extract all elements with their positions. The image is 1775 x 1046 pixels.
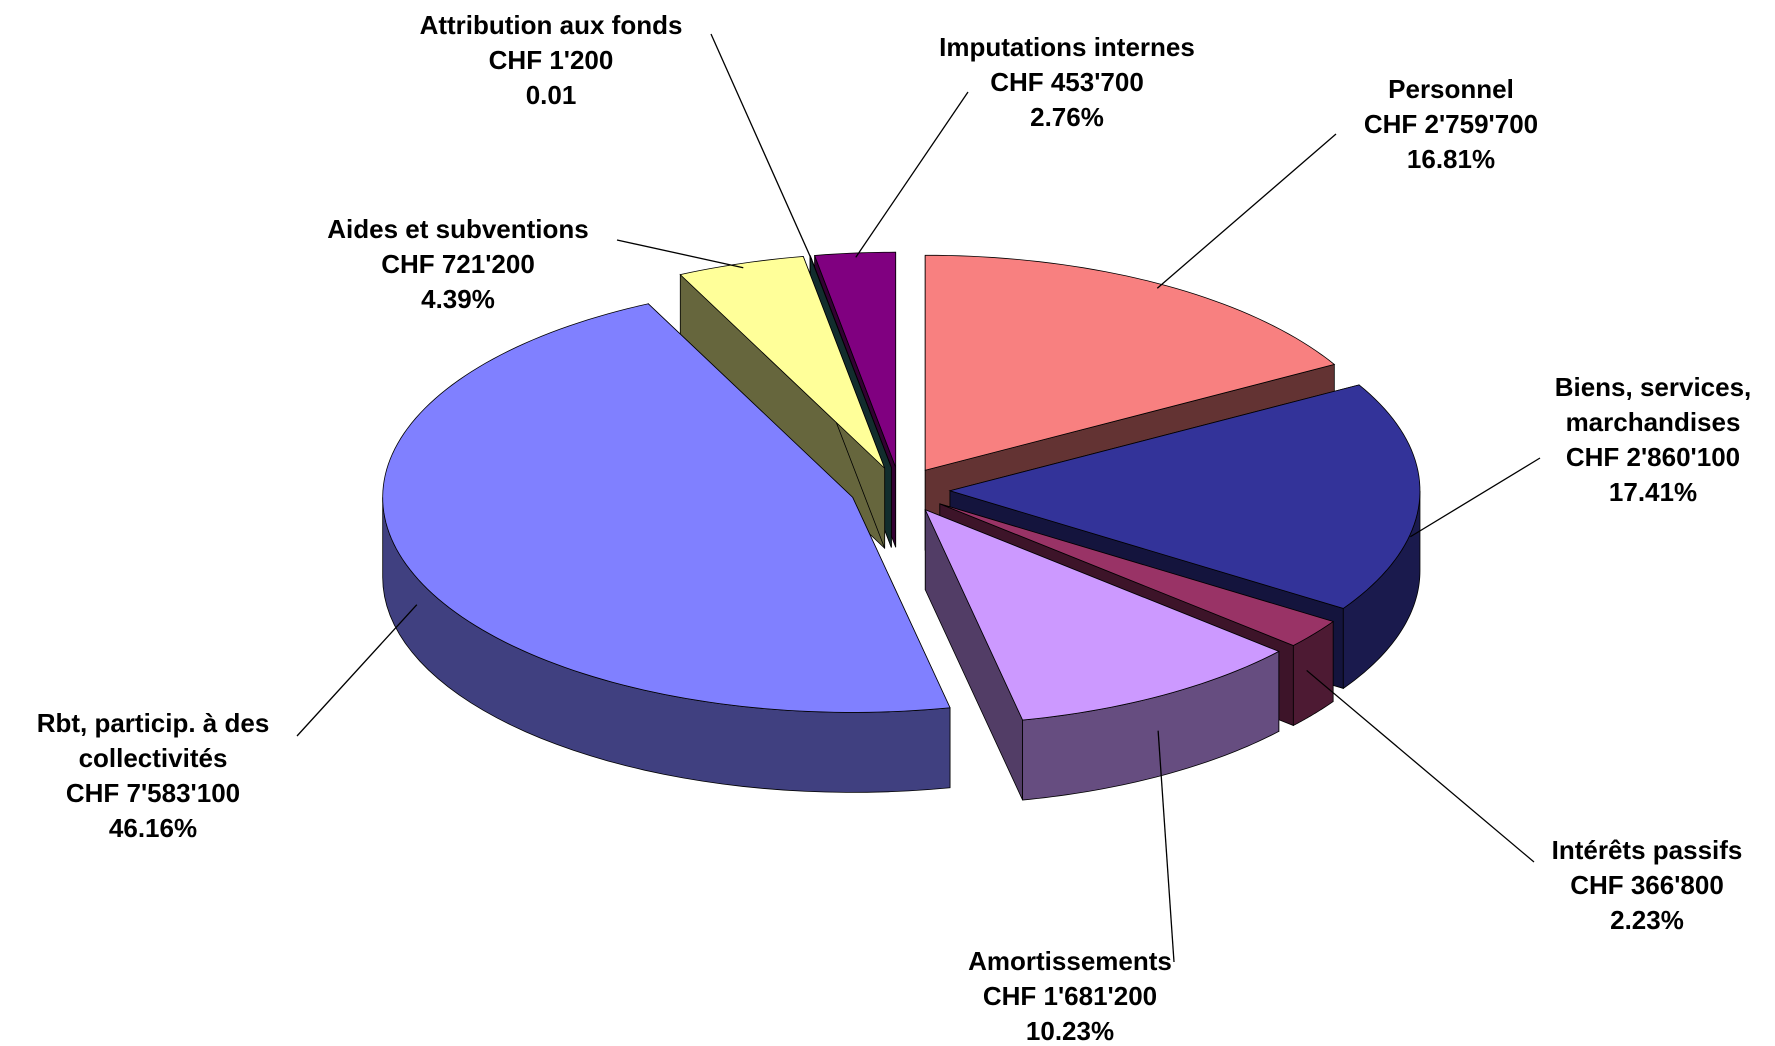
- leader-line: [855, 91, 969, 258]
- label-line: Rbt, particip. à des collectivités: [36, 708, 270, 773]
- leader-line: [616, 239, 744, 269]
- label-line: 10.23%: [1025, 1016, 1115, 1046]
- data-label: Biens, services, marchandises CHF 2'860'1…: [1528, 370, 1775, 510]
- data-label: Aides et subventions CHF 721'200 4.39%: [288, 212, 628, 317]
- label-line: CHF 1'200: [488, 45, 614, 75]
- label-line: Aides et subventions: [327, 214, 589, 244]
- label-line: Intérêts passifs: [1551, 835, 1743, 865]
- label-line: Biens, services, marchandises: [1554, 372, 1752, 437]
- label-line: Amortissements: [968, 946, 1172, 976]
- slice: [939, 503, 1335, 646]
- label-line: CHF 453'700: [990, 67, 1144, 97]
- leader-line: [296, 604, 418, 737]
- label-line: 2.23%: [1610, 905, 1684, 935]
- label-line: 46.16%: [108, 813, 198, 843]
- data-label: Rbt, particip. à des collectivités CHF 7'…: [3, 706, 303, 846]
- label-line: Personnel: [1388, 74, 1514, 104]
- leader-line: [710, 33, 813, 261]
- data-label: Personnel CHF 2'759'700 16.81%: [1321, 72, 1581, 177]
- label-line: Imputations internes: [939, 32, 1195, 62]
- data-label: Imputations internes CHF 453'700 2.76%: [897, 30, 1237, 135]
- leader-line: [1157, 730, 1175, 963]
- leader-line: [1409, 457, 1541, 538]
- label-line: 16.81%: [1406, 144, 1496, 174]
- label-line: CHF 366'800: [1570, 870, 1724, 900]
- label-line: CHF 2'860'100: [1565, 442, 1741, 472]
- label-line: 4.39%: [421, 284, 495, 314]
- slice: [948, 384, 1421, 609]
- label-line: CHF 7'583'100: [65, 778, 241, 808]
- label-line: CHF 1'681'200: [982, 981, 1158, 1011]
- leader-line: [1156, 133, 1337, 289]
- label-line: CHF 721'200: [381, 249, 535, 279]
- leader-line: [1306, 669, 1535, 863]
- label-line: 17.41%: [1608, 477, 1698, 507]
- slice: [382, 303, 951, 713]
- slice: [679, 256, 886, 469]
- label-line: 0.01: [525, 80, 577, 110]
- data-label: Attribution aux fonds CHF 1'200 0.01: [381, 8, 721, 113]
- label-line: 2.76%: [1030, 102, 1104, 132]
- slice: [924, 508, 1280, 721]
- data-label: Amortissements CHF 1'681'200 10.23%: [930, 944, 1210, 1046]
- label-line: CHF 2'759'700: [1363, 109, 1539, 139]
- label-line: Attribution aux fonds: [419, 10, 683, 40]
- data-label: Intérêts passifs CHF 366'800 2.23%: [1527, 833, 1767, 938]
- slice: [814, 251, 897, 468]
